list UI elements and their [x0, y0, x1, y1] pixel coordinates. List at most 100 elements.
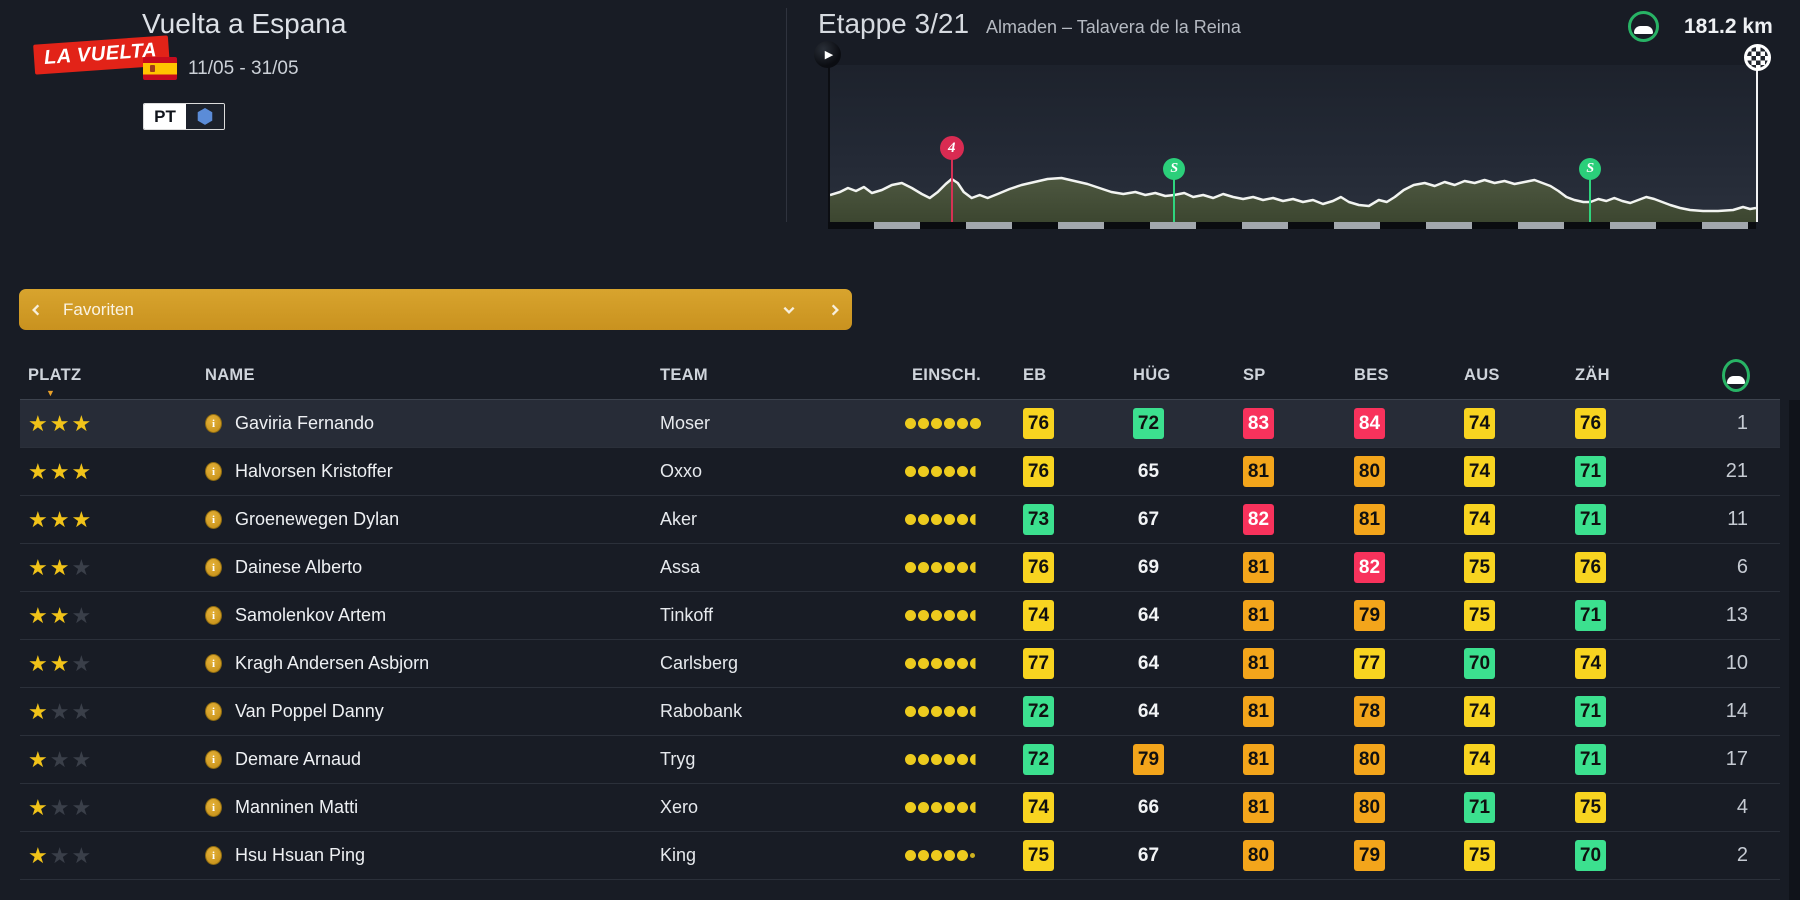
rating-dot-icon: [970, 610, 981, 621]
column-header-sp[interactable]: SP: [1243, 366, 1266, 384]
stat-sp: 81: [1243, 600, 1274, 631]
stat-bes: 80: [1354, 792, 1385, 823]
stat-zah: 71: [1575, 456, 1606, 487]
stat-eb: 77: [1023, 648, 1054, 679]
info-icon[interactable]: i: [205, 798, 222, 817]
stat-eb: 72: [1023, 696, 1054, 727]
column-header-platz[interactable]: PLATZ ▼: [28, 366, 82, 398]
stat-aus: 74: [1464, 408, 1495, 439]
table-row[interactable]: ★★★ i Halvorsen Kristoffer Oxxo 76 65 81…: [20, 448, 1780, 496]
stage-title: Etappe 3/21: [818, 8, 970, 39]
info-icon[interactable]: i: [205, 702, 222, 721]
info-icon[interactable]: i: [205, 558, 222, 577]
star-icon: ★: [28, 410, 50, 436]
einsch-dots: [905, 418, 1023, 429]
team-name: Tryg: [660, 749, 696, 769]
team-name: Aker: [660, 509, 698, 529]
table-row[interactable]: ★★★ i Hsu Hsuan Ping King 75 67 80 79 75…: [20, 832, 1780, 880]
rating-dot-icon: [905, 658, 916, 669]
rating-dot-icon: [970, 853, 975, 858]
info-icon[interactable]: i: [205, 510, 222, 529]
stat-eb: 73: [1023, 504, 1054, 535]
stat-aus: 75: [1464, 600, 1495, 631]
rating-dot-icon: [905, 850, 916, 861]
table-header: PLATZ ▼ NAME TEAM EINSCH. EB HÜG SP BES …: [20, 352, 1780, 400]
team-name: Moser: [660, 413, 711, 433]
star-icon: ★: [71, 698, 94, 724]
star-icon: ★: [49, 602, 72, 628]
rating-dot-icon: [931, 706, 942, 717]
table-row[interactable]: ★★★ i Groenewegen Dylan Aker 73 67 82 81…: [20, 496, 1780, 544]
rider-number: 21: [1725, 460, 1748, 482]
stat-sp: 81: [1243, 792, 1274, 823]
einsch-dots: [905, 514, 1023, 525]
info-icon[interactable]: i: [205, 606, 222, 625]
race-category-label: PT: [144, 104, 186, 129]
table-row[interactable]: ★★★ i Demare Arnaud Tryg 72 79 81 80 74 …: [20, 736, 1780, 784]
rating-dot-icon: [931, 610, 942, 621]
rating-dot-icon: [944, 610, 955, 621]
play-icon[interactable]: ▶: [814, 41, 841, 68]
table-row[interactable]: ★★★ i Kragh Andersen Asbjorn Carlsberg 7…: [20, 640, 1780, 688]
info-icon[interactable]: i: [205, 414, 222, 433]
favorites-selector[interactable]: Favoriten: [19, 289, 852, 330]
star-icon: ★: [28, 602, 50, 628]
info-icon[interactable]: i: [205, 750, 222, 769]
star-icon: ★: [28, 458, 50, 484]
rating-dot-icon: [918, 850, 929, 861]
column-header-aus[interactable]: AUS: [1464, 366, 1500, 384]
info-icon[interactable]: i: [205, 654, 222, 673]
star-icon: ★: [49, 554, 72, 580]
rider-name: Groenewegen Dylan: [235, 509, 400, 529]
stat-aus: 74: [1464, 696, 1495, 727]
stat-zah: 70: [1575, 840, 1606, 871]
chevron-left-icon[interactable]: [19, 289, 53, 330]
info-icon[interactable]: i: [205, 462, 222, 481]
favorite-stars: ★★★: [20, 698, 205, 724]
rating-dot-icon: [970, 562, 981, 573]
stat-bes: 81: [1354, 504, 1385, 535]
rating-dot-icon: [957, 850, 968, 861]
chevron-right-icon[interactable]: [818, 289, 852, 330]
rating-dot-icon: [905, 706, 916, 717]
rider-name-cell: i Groenewegen Dylan: [205, 509, 660, 530]
column-header-zah[interactable]: ZÄH: [1575, 366, 1610, 384]
info-icon[interactable]: i: [205, 846, 222, 865]
column-header-hug[interactable]: HÜG: [1133, 366, 1171, 384]
table-row[interactable]: ★★★ i Manninen Matti Xero 74 66 81 80 71…: [20, 784, 1780, 832]
star-icon: ★: [28, 650, 50, 676]
selector-label: Favoriten: [63, 299, 134, 319]
column-header-eb[interactable]: EB: [1023, 366, 1047, 384]
climb-marker-icon: 4: [939, 136, 964, 160]
hexagon-icon: ⬢: [186, 104, 224, 129]
favorite-stars: ★★★: [20, 410, 205, 436]
scrollbar[interactable]: [1789, 400, 1800, 900]
stage-distance: 181.2 km: [1684, 15, 1773, 38]
stat-eb: 76: [1023, 552, 1054, 583]
table-row[interactable]: ★★★ i Samolenkov Artem Tinkoff 74 64 81 …: [20, 592, 1780, 640]
rating-dot-icon: [970, 658, 981, 669]
rating-dot-icon: [944, 514, 955, 525]
rider-number: 2: [1736, 844, 1748, 866]
table-row[interactable]: ★★★ i Gaviria Fernando Moser 76 72 83 84…: [20, 400, 1780, 448]
rating-dot-icon: [944, 418, 955, 429]
chevron-down-icon[interactable]: [772, 289, 806, 330]
stat-aus: 74: [1464, 456, 1495, 487]
column-header-team[interactable]: TEAM: [660, 366, 708, 384]
column-header-bes[interactable]: BES: [1354, 366, 1389, 384]
column-header-profile[interactable]: [1690, 359, 1780, 392]
stat-hug: 72: [1133, 408, 1164, 439]
stat-aus: 70: [1464, 648, 1495, 679]
rating-dot-icon: [905, 610, 916, 621]
star-icon: ★: [49, 794, 72, 820]
stat-aus: 75: [1464, 552, 1495, 583]
table-row[interactable]: ★★★ i Van Poppel Danny Rabobank 72 64 81…: [20, 688, 1780, 736]
stat-hug: 69: [1137, 556, 1160, 578]
rider-number: 17: [1725, 748, 1748, 770]
column-header-name[interactable]: NAME: [205, 366, 255, 384]
stat-bes: 80: [1354, 744, 1385, 775]
table-row[interactable]: ★★★ i Dainese Alberto Assa 76 69 81 82 7…: [20, 544, 1780, 592]
column-header-einsch[interactable]: EINSCH.: [912, 366, 982, 384]
einsch-dots: [905, 706, 1023, 717]
star-icon: ★: [49, 746, 72, 772]
